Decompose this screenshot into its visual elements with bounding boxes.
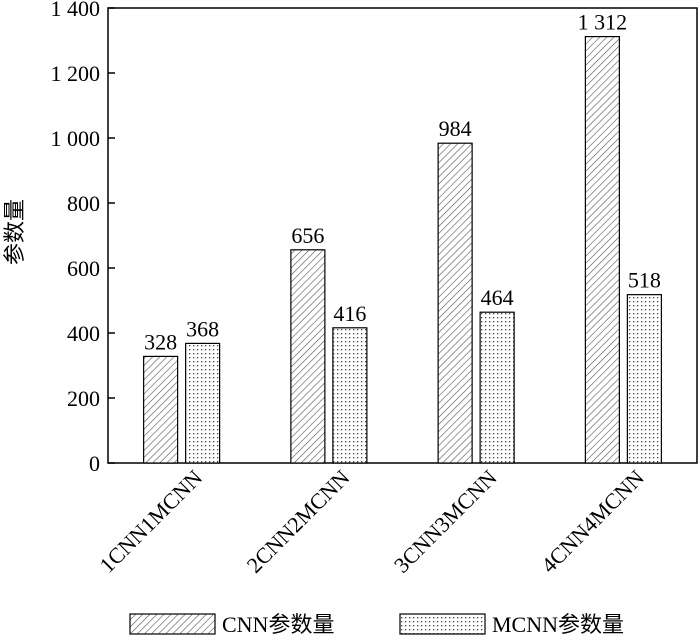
y-tick-label: 400 <box>67 321 100 346</box>
bar <box>185 342 221 464</box>
data-label: 464 <box>481 285 514 310</box>
bar <box>479 311 515 464</box>
data-label: 984 <box>439 116 472 141</box>
data-label: 518 <box>628 268 661 293</box>
x-tick-label: 1CNN1MCNN <box>94 465 207 578</box>
y-tick-label: 200 <box>67 386 100 411</box>
legend-label: CNN参数量 <box>222 612 334 637</box>
bar <box>332 327 368 464</box>
bar <box>437 142 473 464</box>
legend-swatch <box>399 613 486 635</box>
x-tick-label: 3CNN3MCNN <box>389 465 502 578</box>
y-tick-label: 1 400 <box>51 0 101 21</box>
legend-swatch <box>129 613 216 635</box>
data-label: 368 <box>186 316 219 341</box>
y-tick-label: 0 <box>89 451 100 476</box>
legend-label: MCNN参数量 <box>492 612 624 637</box>
y-tick-label: 600 <box>67 256 100 281</box>
data-label: 656 <box>291 223 324 248</box>
x-tick-label: 4CNN4MCNN <box>536 465 649 578</box>
y-tick-label: 800 <box>67 191 100 216</box>
data-label: 1 312 <box>578 10 628 35</box>
bar <box>626 294 662 464</box>
y-axis-label: 参数量 <box>2 199 27 265</box>
plot-frame <box>107 7 698 464</box>
x-tick-label: 2CNN2MCNN <box>242 465 355 578</box>
data-label: 328 <box>144 329 177 354</box>
bar <box>290 249 326 464</box>
y-tick-label: 1 200 <box>51 61 101 86</box>
bar <box>143 355 179 464</box>
data-label: 416 <box>333 301 366 326</box>
y-tick-label: 1 000 <box>51 126 101 151</box>
bar <box>584 35 620 464</box>
